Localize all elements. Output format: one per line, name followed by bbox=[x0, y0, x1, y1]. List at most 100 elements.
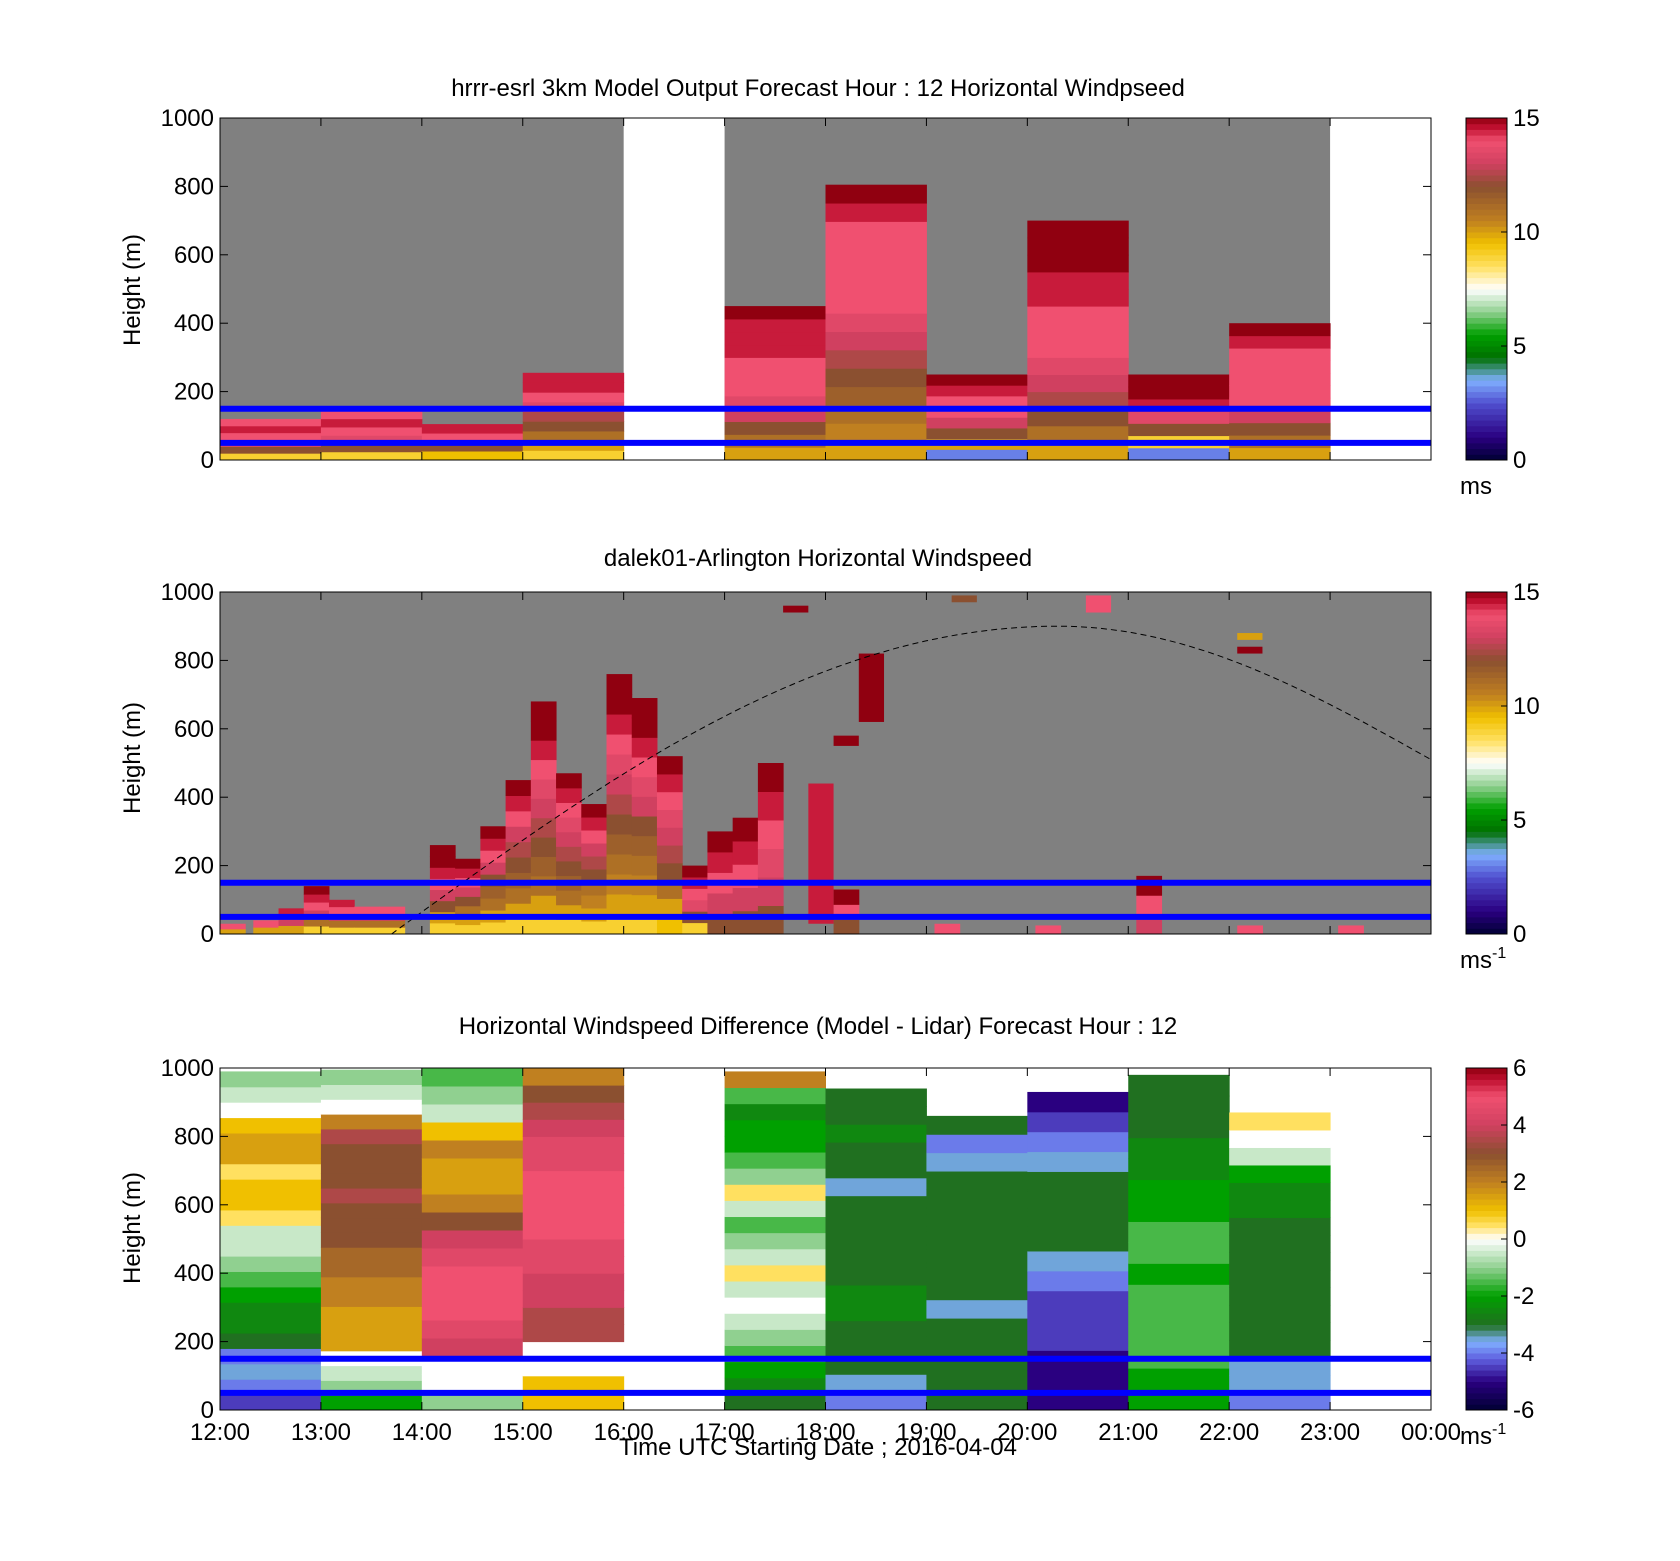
heatmap-cell bbox=[429, 867, 456, 879]
heatmap-cell bbox=[429, 900, 456, 913]
heatmap-cell bbox=[421, 1320, 524, 1339]
heatmap-cell bbox=[724, 1329, 826, 1347]
colorbar-segment bbox=[1466, 192, 1507, 199]
model-panel-ylabel: Height (m) bbox=[119, 234, 146, 346]
colorbar-tick-label: 0 bbox=[1513, 447, 1526, 474]
heatmap-cell bbox=[606, 794, 633, 815]
colorbar-segment bbox=[1466, 1381, 1507, 1388]
heatmap-cell bbox=[1128, 1326, 1230, 1348]
heatmap-cell bbox=[253, 927, 280, 935]
heatmap-cell bbox=[631, 757, 658, 778]
heatmap-cell bbox=[220, 432, 322, 440]
heatmap-cell bbox=[631, 855, 658, 876]
colorbar-segment bbox=[1466, 271, 1507, 279]
colorbar-segment bbox=[1466, 249, 1507, 256]
heatmap-cell bbox=[926, 427, 1028, 440]
heatmap-cell bbox=[656, 773, 683, 793]
heatmap-cell bbox=[732, 887, 759, 912]
heatmap-cell bbox=[556, 890, 582, 906]
heatmap-cell bbox=[1229, 348, 1331, 362]
colorbar-segment bbox=[1466, 1307, 1507, 1314]
colorbar-segment bbox=[1466, 1130, 1507, 1137]
heatmap-cell bbox=[220, 1194, 322, 1211]
heatmap-cell bbox=[1128, 1242, 1230, 1264]
heatmap-cell bbox=[1027, 442, 1129, 461]
heatmap-cell bbox=[1229, 372, 1331, 386]
heatmap-cell bbox=[354, 920, 380, 928]
heatmap-cell bbox=[1229, 1147, 1331, 1166]
colorbar-segment bbox=[1466, 306, 1507, 313]
heatmap-cell bbox=[656, 898, 683, 917]
heatmap-cell bbox=[556, 787, 582, 803]
heatmap-cell bbox=[825, 349, 927, 369]
heatmap-cell bbox=[1229, 1357, 1331, 1376]
colorbar-segment bbox=[1466, 763, 1507, 770]
heatmap-cell bbox=[530, 759, 557, 780]
heatmap-cell bbox=[1229, 1182, 1331, 1201]
heatmap-cell bbox=[1229, 1234, 1331, 1253]
colorbar-segment bbox=[1466, 1353, 1507, 1360]
heatmap-cell bbox=[320, 1262, 423, 1278]
heatmap-cell bbox=[328, 920, 355, 928]
colorbar-segment bbox=[1466, 660, 1507, 667]
colorbar-segment bbox=[1466, 848, 1507, 855]
heatmap-cell bbox=[1027, 289, 1129, 307]
colorbar-segment bbox=[1466, 346, 1507, 353]
heatmap-cell bbox=[220, 1256, 322, 1272]
heatmap-cell bbox=[1027, 1231, 1129, 1252]
heatmap-cell bbox=[825, 313, 927, 333]
heatmap-cell bbox=[530, 817, 557, 838]
heatmap-cell bbox=[220, 446, 322, 454]
heatmap-cell bbox=[320, 1202, 423, 1219]
heatmap-cell bbox=[825, 1338, 927, 1357]
heatmap-cell bbox=[783, 605, 809, 613]
heatmap-cell bbox=[631, 816, 658, 837]
colorbar-segment bbox=[1466, 140, 1507, 147]
heatmap-cell bbox=[757, 791, 784, 821]
heatmap-cell bbox=[530, 778, 557, 799]
colorbar-segment bbox=[1466, 1267, 1507, 1274]
heatmap-cell bbox=[724, 1152, 826, 1169]
heatmap-cell bbox=[320, 1143, 423, 1159]
colorbar-segment bbox=[1466, 694, 1507, 701]
heatmap-cell bbox=[220, 1163, 322, 1180]
colorbar-segment bbox=[1466, 186, 1507, 193]
colorbar-segment bbox=[1466, 922, 1507, 929]
colorbar-segment bbox=[1466, 1227, 1507, 1234]
heatmap-cell bbox=[354, 927, 380, 935]
heatmap-cell bbox=[825, 203, 927, 222]
heatmap-cell bbox=[320, 426, 423, 436]
heatmap-cell bbox=[631, 717, 658, 738]
y-tick-label: 800 bbox=[174, 1123, 214, 1150]
y-tick-label: 0 bbox=[201, 921, 214, 948]
heatmap-cell bbox=[522, 1136, 625, 1154]
heatmap-cell bbox=[724, 1264, 826, 1282]
heatmap-cell bbox=[320, 451, 423, 461]
colorbar-segment bbox=[1466, 1210, 1507, 1217]
heatmap-cell bbox=[825, 276, 927, 296]
heatmap-cell bbox=[1237, 646, 1263, 654]
heatmap-cell bbox=[303, 902, 330, 911]
heatmap-cell bbox=[530, 701, 557, 722]
colorbar-segment bbox=[1466, 1290, 1507, 1297]
heatmap-cell bbox=[354, 906, 380, 914]
y-tick-label: 200 bbox=[174, 853, 214, 880]
difference-panel: Horizontal Windspeed Difference (Model -… bbox=[119, 1013, 1534, 1450]
heatmap-cell bbox=[1338, 925, 1364, 935]
x-tick-label: 16:00 bbox=[594, 1419, 654, 1446]
heatmap-cell bbox=[825, 1302, 927, 1322]
heatmap-cell bbox=[808, 783, 834, 924]
heatmap-cell bbox=[522, 1273, 625, 1291]
colorbar-segment bbox=[1466, 368, 1507, 375]
heatmap-cell bbox=[320, 1395, 423, 1411]
colorbar-segment bbox=[1466, 1273, 1507, 1280]
heatmap-cell bbox=[707, 831, 734, 853]
heatmap-cell bbox=[303, 918, 330, 927]
heatmap-cell bbox=[1229, 323, 1331, 337]
colorbar-segment bbox=[1466, 745, 1507, 753]
heatmap-cell bbox=[1027, 237, 1129, 256]
heatmap-cell bbox=[724, 1232, 826, 1250]
heatmap-cell bbox=[656, 827, 683, 846]
colorbar-segment bbox=[1466, 169, 1507, 176]
colorbar-segment bbox=[1466, 1113, 1507, 1120]
